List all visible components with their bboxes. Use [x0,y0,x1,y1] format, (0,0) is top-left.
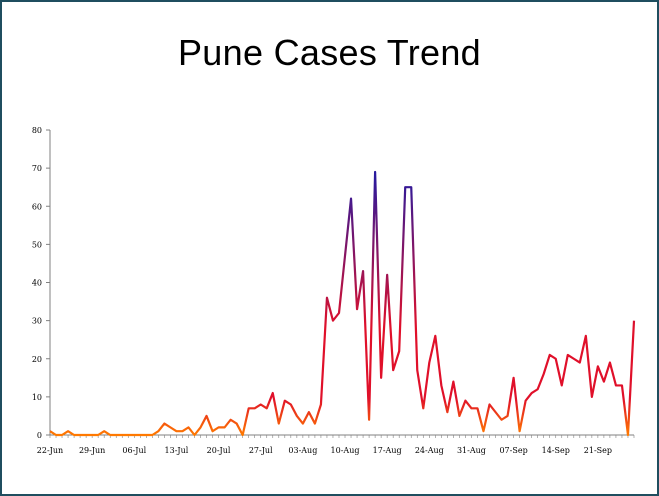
y-tick-label: 20 [32,355,42,364]
x-tick-label: 20-Jul [207,446,231,455]
x-axis-ticks: 22-Jun 29-Jun 06-Jul 13-Jul 20-Jul 27-Jul 03-A… [37,435,635,455]
x-tick-label: 24-Aug [415,446,444,455]
y-tick-label: 40 [32,279,42,288]
y-axis-ticks: 0 10 20 30 40 50 60 70 80 [32,126,50,440]
y-tick-label: 50 [32,240,42,249]
x-tick-label: 13-Jul [165,446,189,455]
x-tick-label: 07-Sep [499,446,527,455]
x-tick-label: 10-Aug [331,446,360,455]
x-tick-label: 31-Aug [457,446,486,455]
x-tick-label: 17-Aug [373,446,402,455]
y-tick-label: 30 [32,317,42,326]
y-tick-label: 10 [32,393,42,402]
y-tick-label: 70 [32,164,42,173]
x-tick-label: 14-Sep [542,446,570,455]
x-tick-label: 06-Jul [122,446,146,455]
x-tick-label: 29-Jun [79,446,105,455]
x-tick-label: 03-Aug [288,446,317,455]
y-tick-label: 0 [37,431,42,440]
series-line [49,170,636,437]
x-tick-label: 22-Jun [37,446,63,455]
x-tick-label: 27-Jul [249,446,273,455]
y-tick-label: 80 [32,126,42,135]
chart-title: Pune Cases Trend [178,32,481,73]
y-tick-label: 60 [32,202,42,211]
x-tick-label: 21-Sep [584,446,612,455]
